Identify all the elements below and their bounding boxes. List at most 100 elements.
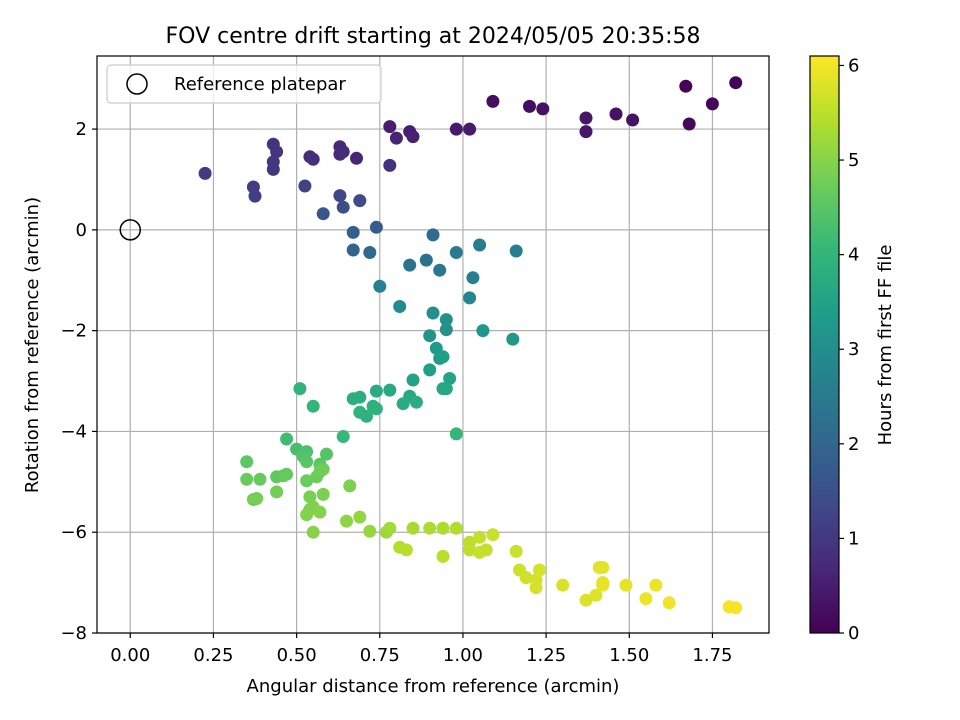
data-point (363, 246, 377, 259)
legend-box (106, 64, 382, 104)
data-point (439, 313, 453, 327)
data-point (316, 462, 330, 476)
data-point (333, 189, 347, 203)
data-point (383, 120, 397, 134)
colorbar-tick-label: 4 (848, 245, 859, 266)
data-point (266, 162, 280, 176)
data-point (383, 158, 397, 172)
y-tick-label: −8 (60, 623, 87, 644)
colorbar-label: Hours from first FF file (875, 245, 896, 446)
data-point (280, 432, 294, 446)
data-point (436, 521, 450, 535)
data-point (466, 271, 480, 285)
data-point (253, 472, 267, 486)
y-tick-label: −2 (60, 321, 87, 342)
data-point (463, 291, 477, 305)
data-point (346, 225, 360, 239)
data-point (439, 323, 453, 337)
data-point (626, 113, 640, 127)
colorbar-tick-label: 5 (848, 150, 859, 171)
data-point (519, 571, 533, 585)
data-point (313, 505, 327, 519)
plot-area-frame (96, 55, 770, 634)
data-point (280, 467, 294, 481)
data-point (533, 563, 546, 577)
data-point (383, 521, 397, 535)
data-point (449, 427, 463, 441)
data-point (293, 382, 307, 396)
x-tick-label: 1.00 (443, 645, 483, 666)
data-point (270, 145, 284, 159)
data-point (639, 592, 653, 606)
data-point (316, 487, 330, 501)
data-point (579, 111, 593, 125)
chart-title: FOV centre drift starting at 2024/05/05 … (166, 24, 701, 49)
data-point (426, 306, 440, 320)
data-point (439, 382, 453, 396)
data-point (373, 279, 387, 293)
data-point (406, 130, 420, 144)
data-point (486, 528, 500, 542)
legend: Reference platepar (106, 64, 382, 104)
data-point (406, 521, 420, 535)
data-point (419, 253, 433, 267)
data-point (333, 147, 347, 161)
x-tick-label: 0.50 (277, 645, 317, 666)
data-point (423, 363, 437, 377)
y-tick-label: −4 (60, 421, 87, 442)
data-point (250, 492, 264, 505)
data-point (662, 596, 676, 610)
x-tick-label: 1.75 (692, 645, 732, 666)
data-point (579, 125, 593, 139)
data-point (589, 588, 603, 602)
colorbar-ticks: 0 1 2 3 4 5 6 (839, 55, 859, 644)
data-point (336, 200, 350, 214)
x-axis-label: Angular distance from reference (arcmin) (247, 676, 620, 697)
colorbar-gradient (810, 56, 839, 633)
data-point (270, 485, 284, 499)
data-point (340, 514, 353, 528)
data-point (426, 228, 440, 242)
data-point (679, 79, 693, 93)
data-point (306, 525, 320, 539)
data-point (360, 409, 373, 423)
data-point (509, 544, 523, 558)
y-axis-ticks: −8 −6 −4 −2 0 2 (60, 119, 97, 644)
data-point (463, 122, 477, 136)
data-point (406, 373, 420, 387)
data-point (649, 578, 663, 592)
data-point (423, 521, 437, 535)
data-point (729, 76, 743, 90)
data-point (300, 455, 314, 469)
colorbar-tick-label: 6 (848, 55, 859, 76)
x-tick-label: 0.25 (193, 645, 233, 666)
y-tick-label: 0 (76, 220, 87, 241)
data-point (473, 238, 487, 252)
data-point (383, 383, 397, 397)
data-point (536, 102, 550, 116)
data-point (393, 300, 407, 313)
x-tick-label: 1.50 (609, 645, 649, 666)
data-point (529, 581, 543, 595)
y-axis-label: Rotation from reference (arcmin) (22, 197, 43, 493)
colorbar-tick-label: 2 (848, 434, 859, 455)
data-point (509, 244, 523, 258)
colorbar-frame (809, 55, 840, 634)
data-point (609, 107, 623, 121)
data-point (240, 472, 254, 486)
data-point (463, 543, 477, 557)
data-point (303, 490, 317, 504)
data-point (436, 549, 450, 563)
x-axis-ticks: 0.00 0.25 0.50 0.75 1.00 1.25 1.50 1.75 (110, 633, 732, 666)
y-tick-label: 2 (76, 119, 87, 140)
data-point (729, 601, 743, 615)
data-point (682, 117, 696, 131)
data-point (449, 521, 463, 535)
x-tick-label: 0.00 (110, 645, 150, 666)
data-point (436, 350, 450, 364)
data-point (346, 243, 360, 257)
data-point (369, 384, 383, 398)
data-point (619, 578, 633, 592)
data-point (300, 508, 314, 522)
